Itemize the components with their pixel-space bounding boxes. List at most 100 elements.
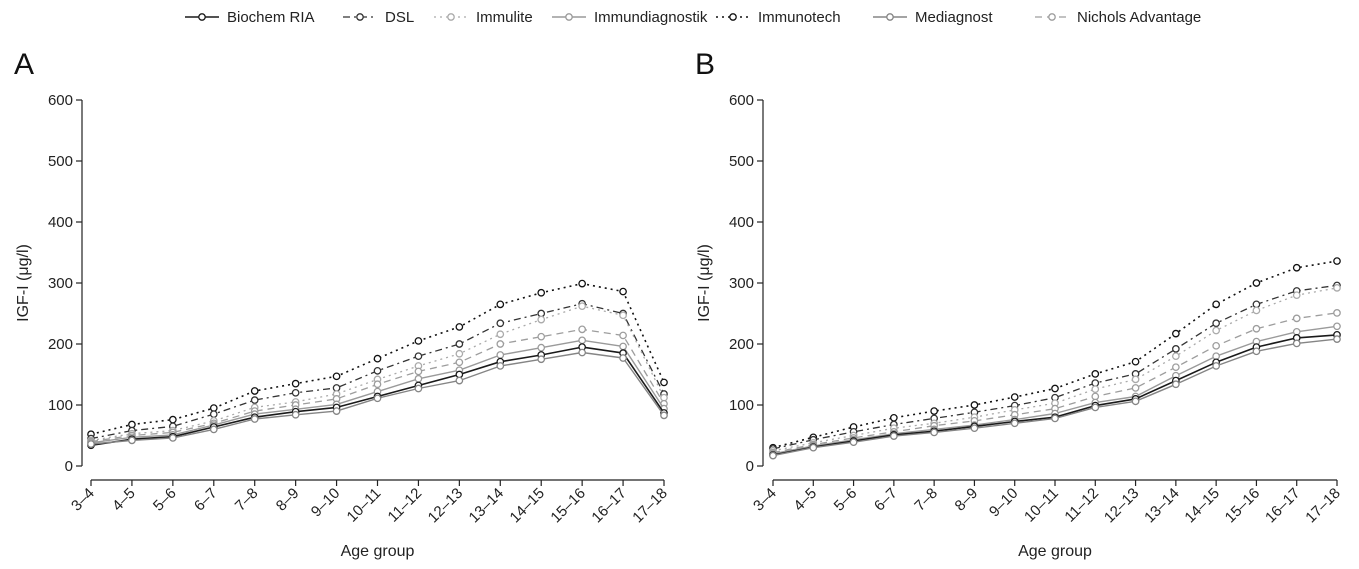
data-point-nichols-advantage-8 xyxy=(1091,392,1100,401)
data-point-dsl-10 xyxy=(1172,345,1180,353)
x-tick-label-8: 11–12 xyxy=(1061,485,1102,526)
legend-label-biochem-ria: Biochem RIA xyxy=(227,9,315,26)
data-point-immunotech-5 xyxy=(970,401,979,409)
data-point-nichols-advantage-11 xyxy=(1212,341,1220,350)
data-point-nichols-advantage-14 xyxy=(1333,309,1341,317)
data-point-mediagnost-9 xyxy=(1131,397,1140,406)
y-tick-label-0: 0 xyxy=(746,458,754,475)
data-point-mediagnost-10 xyxy=(1172,380,1180,389)
x-tick-label-8: 11–12 xyxy=(385,485,426,526)
x-tick-label-2: 5–6 xyxy=(831,485,861,515)
x-tick-label-5: 8–9 xyxy=(952,485,982,515)
data-point-dsl-11 xyxy=(537,309,546,318)
legend-label-immulite: Immulite xyxy=(476,9,533,26)
x-tick-label-4: 7–8 xyxy=(911,485,941,515)
y-tick-label-100: 100 xyxy=(729,397,754,414)
data-point-mediagnost-10 xyxy=(496,362,505,370)
data-point-immulite-14 xyxy=(660,393,668,402)
data-point-mediagnost-2 xyxy=(849,438,858,447)
data-point-nichols-advantage-10 xyxy=(1172,363,1180,372)
data-point-dsl-5 xyxy=(291,388,300,397)
legend-label-nichols-advantage: Nichols Advantage xyxy=(1077,9,1201,26)
data-point-immunotech-9 xyxy=(455,323,464,331)
x-tick-label-0: 3–4 xyxy=(68,485,98,515)
data-point-dsl-4 xyxy=(250,396,259,404)
data-point-mediagnost-11 xyxy=(1212,362,1220,370)
data-point-immulite-12 xyxy=(1252,306,1261,315)
data-point-mediagnost-8 xyxy=(414,384,423,393)
data-point-immunotech-10 xyxy=(496,300,505,309)
data-point-immulite-9 xyxy=(455,349,464,358)
data-point-dsl-10 xyxy=(496,319,505,328)
data-point-mediagnost-11 xyxy=(537,355,546,364)
x-tick-label-4: 7–8 xyxy=(232,485,262,515)
data-point-immulite-8 xyxy=(1091,385,1100,393)
x-tick-label-6: 9–10 xyxy=(986,485,1022,521)
data-point-mediagnost-6 xyxy=(332,407,341,415)
data-point-immunotech-5 xyxy=(291,379,300,388)
legend-marker-mediagnost xyxy=(886,13,894,21)
data-point-nichols-advantage-12 xyxy=(578,325,586,334)
y-tick-label-600: 600 xyxy=(729,92,754,109)
y-tick-label-100: 100 xyxy=(48,397,73,414)
legend-marker-nichols-advantage xyxy=(1048,13,1056,21)
data-point-immunotech-7 xyxy=(1051,384,1059,393)
x-tick-label-1: 4–5 xyxy=(790,485,820,515)
legend-marker-biochem-ria xyxy=(198,13,206,21)
data-point-nichols-advantage-9 xyxy=(1131,384,1140,392)
y-tick-label-200: 200 xyxy=(48,336,73,353)
y-tick-label-200: 200 xyxy=(729,336,754,353)
data-point-immunotech-6 xyxy=(1010,393,1019,401)
data-point-mediagnost-9 xyxy=(455,376,464,385)
data-point-immundiagnostik-12 xyxy=(578,336,586,345)
y-tick-label-300: 300 xyxy=(729,275,754,292)
data-point-immulite-11 xyxy=(1212,326,1220,335)
data-point-immunotech-13 xyxy=(1292,263,1301,272)
data-point-mediagnost-6 xyxy=(1010,419,1019,428)
data-point-immulite-13 xyxy=(1292,291,1301,300)
data-point-nichols-advantage-11 xyxy=(537,332,546,341)
y-tick-label-500: 500 xyxy=(48,153,73,170)
y-tick-label-500: 500 xyxy=(729,153,754,170)
data-point-immunotech-11 xyxy=(1212,300,1220,309)
series-line-immulite xyxy=(772,287,1338,452)
data-point-immunotech-10 xyxy=(1172,329,1180,338)
data-point-mediagnost-12 xyxy=(578,348,586,357)
legend-marker-dsl xyxy=(356,13,364,21)
legend-marker-immulite xyxy=(447,13,455,21)
data-point-immulite-10 xyxy=(1172,352,1180,361)
data-point-immunotech-8 xyxy=(1091,370,1100,378)
data-point-dsl-3 xyxy=(209,410,218,418)
x-tick-label-6: 9–10 xyxy=(308,485,344,521)
data-point-mediagnost-1 xyxy=(128,436,136,445)
x-tick-label-3: 6–7 xyxy=(871,485,901,515)
series-mediagnost xyxy=(769,335,1341,460)
data-point-immundiagnostik-14 xyxy=(1333,322,1341,331)
x-axis-title: Age group xyxy=(341,543,415,560)
chart-panel-b: B 0 100 200 300 400 500 600 3–4 4–5 5–6 6–7 7–8 8–9 9… xyxy=(679,34,1359,564)
y-axis-title: IGF-I (μg/l) xyxy=(696,244,713,322)
data-point-immunotech-14 xyxy=(660,378,668,387)
data-point-immunotech-4 xyxy=(930,407,938,415)
data-point-immulite-13 xyxy=(619,311,627,320)
axes: 0 100 200 300 400 500 600 3–4 4–5 5–6 6–7 7–8 8–9 9–1… xyxy=(15,92,671,560)
legend-marker-immunotech xyxy=(729,13,737,21)
data-point-dsl-9 xyxy=(455,340,464,348)
data-point-immunotech-1 xyxy=(128,420,136,429)
line-chart-b: 0 100 200 300 400 500 600 3–4 4–5 5–6 6–7 7–8 8–9 9–1… xyxy=(696,92,1344,560)
data-point-mediagnost-1 xyxy=(809,443,818,452)
x-tick-label-2: 5–6 xyxy=(150,485,180,515)
line-chart-a: 0 100 200 300 400 500 600 3–4 4–5 5–6 6–7 7–8 8–9 9–1… xyxy=(15,92,671,560)
data-point-nichols-advantage-9 xyxy=(455,358,464,367)
data-point-mediagnost-5 xyxy=(970,424,979,433)
x-tick-label-1: 4–5 xyxy=(109,485,139,515)
data-point-immunotech-7 xyxy=(373,354,382,363)
series-line-dsl xyxy=(772,284,1338,450)
legend-entry-biochem-ria: Biochem RIA xyxy=(185,9,315,26)
axes: 0 100 200 300 400 500 600 3–4 4–5 5–6 6–7 7–8 8–9 9–1… xyxy=(696,92,1344,560)
data-point-immulite-14 xyxy=(1333,284,1341,292)
data-point-dsl-8 xyxy=(1091,379,1100,387)
x-tick-label-11: 14–15 xyxy=(1181,485,1223,527)
data-point-mediagnost-0 xyxy=(87,440,95,448)
data-point-dsl-8 xyxy=(414,352,423,361)
